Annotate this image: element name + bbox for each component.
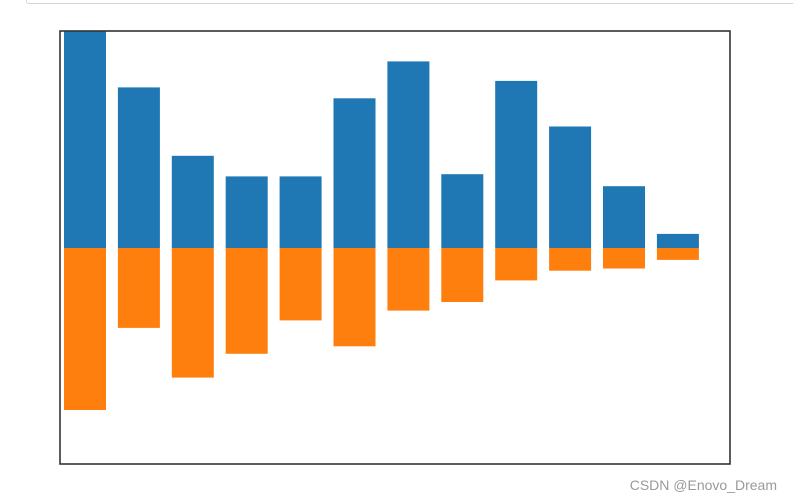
bar-positive-9 [495,80,538,249]
bar-negative-5 [279,248,322,321]
bar-positive-6 [333,98,376,248]
bar-negative-3 [171,248,214,378]
bar-positive-3 [171,155,214,248]
bar-negative-9 [495,248,538,281]
bar-negative-2 [117,248,160,328]
bar-positive-1 [64,31,106,248]
bar-positive-4 [225,176,268,248]
bar-negative-1 [64,248,106,410]
bar-positive-11 [603,186,645,248]
bar-negative-8 [441,248,484,302]
bar-positive-7 [387,61,430,249]
bar-negative-7 [387,248,430,311]
bar-negative-4 [225,248,268,354]
bar-positive-10 [549,126,592,248]
bar-negative-10 [549,248,592,271]
bar-positive-5 [279,176,322,248]
watermark: CSDN @Enovo_Dream [629,477,777,493]
bar-positive-8 [441,174,484,248]
output-cell-frame [26,0,793,4]
bar-negative-6 [333,248,376,347]
bar-negative-12 [656,248,699,260]
bar-positive-12 [656,233,699,248]
axes-frame [59,30,731,465]
bar-positive-2 [117,87,160,249]
bar-negative-11 [603,248,645,269]
